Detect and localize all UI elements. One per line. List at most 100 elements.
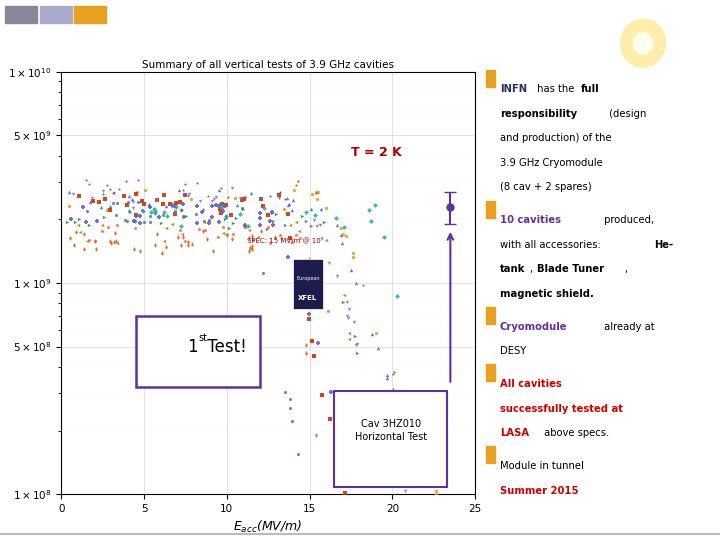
Point bbox=[315, 221, 326, 230]
Point bbox=[121, 201, 132, 210]
Point bbox=[182, 241, 194, 249]
Point bbox=[158, 191, 170, 199]
Point bbox=[263, 223, 274, 232]
Point bbox=[339, 489, 351, 497]
Point bbox=[291, 264, 302, 272]
Point bbox=[169, 206, 181, 215]
Point bbox=[128, 217, 140, 225]
Text: Module in tunnel: Module in tunnel bbox=[500, 461, 584, 471]
Point bbox=[264, 217, 276, 225]
Point bbox=[266, 208, 278, 217]
Point bbox=[104, 237, 116, 245]
Point bbox=[342, 313, 354, 322]
Point bbox=[279, 221, 290, 230]
Text: above specs.: above specs. bbox=[541, 428, 610, 438]
Point bbox=[169, 201, 181, 210]
Point bbox=[273, 194, 284, 203]
Point bbox=[307, 190, 318, 198]
Point bbox=[312, 188, 323, 197]
Point bbox=[282, 253, 294, 261]
Point bbox=[183, 192, 194, 200]
Point bbox=[347, 438, 359, 447]
Point bbox=[69, 217, 81, 226]
Point bbox=[214, 205, 225, 214]
Point bbox=[243, 226, 255, 235]
Point bbox=[127, 198, 139, 206]
Point bbox=[305, 221, 317, 230]
Point bbox=[177, 200, 189, 208]
Point bbox=[256, 227, 267, 235]
Point bbox=[365, 217, 377, 225]
Point bbox=[113, 184, 125, 193]
Point bbox=[198, 217, 210, 225]
Point bbox=[158, 200, 169, 208]
Point bbox=[292, 450, 304, 458]
Point bbox=[161, 211, 173, 220]
Text: and production) of the: and production) of the bbox=[500, 133, 611, 144]
Point bbox=[119, 215, 130, 224]
Point bbox=[203, 218, 215, 227]
Point bbox=[364, 206, 375, 214]
Point bbox=[222, 224, 234, 232]
Ellipse shape bbox=[608, 7, 678, 79]
Text: Summer 2015: Summer 2015 bbox=[500, 485, 578, 496]
Point bbox=[192, 218, 203, 227]
Point bbox=[199, 226, 211, 234]
Point bbox=[274, 187, 285, 196]
Point bbox=[137, 205, 148, 214]
Point bbox=[244, 244, 256, 252]
Point bbox=[84, 236, 95, 245]
Point bbox=[252, 233, 264, 242]
Point bbox=[213, 218, 225, 227]
Point bbox=[198, 217, 210, 226]
Point bbox=[310, 430, 322, 439]
Point bbox=[191, 202, 202, 211]
Point bbox=[430, 487, 441, 496]
Point bbox=[181, 238, 193, 246]
Point bbox=[387, 385, 398, 394]
Point bbox=[323, 259, 335, 267]
Point bbox=[130, 217, 141, 226]
Point bbox=[178, 211, 189, 220]
Point bbox=[112, 238, 123, 247]
Point bbox=[111, 221, 122, 230]
Point bbox=[108, 188, 120, 197]
Text: 3.9 GHz Cryomodule: 3.9 GHz Cryomodule bbox=[500, 158, 603, 168]
Point bbox=[397, 387, 408, 395]
Point bbox=[243, 247, 255, 255]
Point bbox=[282, 210, 293, 219]
Point bbox=[158, 207, 169, 216]
Text: XFEL: XFEL bbox=[298, 295, 318, 301]
Point bbox=[387, 370, 399, 379]
Point bbox=[158, 237, 170, 245]
Point bbox=[119, 191, 130, 200]
Point bbox=[336, 224, 347, 232]
Point bbox=[217, 206, 228, 215]
Point bbox=[197, 227, 209, 235]
Point bbox=[311, 194, 323, 203]
Point bbox=[300, 341, 312, 349]
Point bbox=[202, 192, 214, 200]
Point bbox=[364, 496, 375, 505]
Bar bbox=[74, 6, 107, 23]
Ellipse shape bbox=[621, 19, 665, 68]
Text: ,: , bbox=[530, 265, 536, 274]
Point bbox=[246, 231, 258, 240]
Point bbox=[213, 200, 225, 209]
Point bbox=[176, 206, 187, 214]
Text: successfully tested at: successfully tested at bbox=[500, 404, 623, 414]
Point bbox=[361, 404, 372, 413]
Point bbox=[343, 512, 354, 521]
Text: tank: tank bbox=[500, 265, 525, 274]
Point bbox=[239, 223, 251, 232]
Point bbox=[186, 240, 198, 248]
Point bbox=[299, 302, 310, 310]
Point bbox=[253, 194, 265, 202]
Point bbox=[85, 197, 96, 206]
FancyBboxPatch shape bbox=[293, 259, 323, 309]
Bar bbox=[40, 6, 72, 23]
FancyBboxPatch shape bbox=[135, 316, 260, 387]
Point bbox=[178, 232, 189, 241]
Point bbox=[70, 227, 81, 236]
Point bbox=[336, 231, 347, 240]
